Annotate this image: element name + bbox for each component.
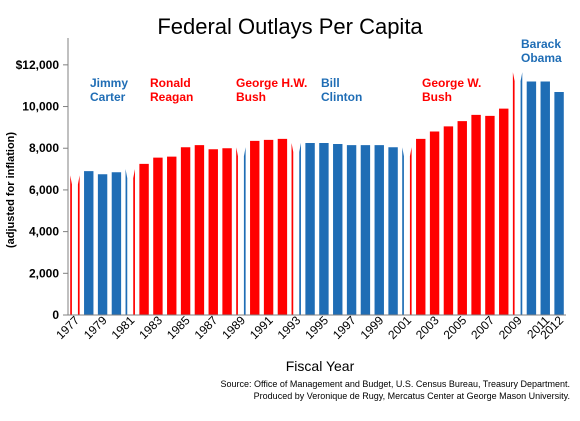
plot-area: 02,0004,0006,0008,00010,000$12,000197719… [16,37,567,342]
bar-1998 [360,145,371,315]
president-label-1: George W. [422,76,481,90]
y-tick-label: $12,000 [16,58,60,72]
president-label-1: Barack [521,37,561,51]
bar-1987 [208,149,218,315]
bar-2008 [499,108,509,315]
bar-1989-part-2 [243,147,246,315]
bar-1980 [111,172,122,315]
x-tick-label: 1999 [358,313,387,342]
x-tick-label: 1985 [164,313,193,342]
bar-2005 [457,121,467,315]
bar-1982 [139,163,149,315]
x-tick-label: 1991 [247,313,276,342]
x-tick-label: 1979 [81,313,110,342]
bar-2009-part-2 [520,72,523,316]
bar-2011 [540,81,550,316]
bar-1988 [222,148,232,315]
bar-1997 [346,145,357,315]
president-label-2: Carter [90,90,126,104]
x-tick-label: 1987 [192,313,221,342]
bar-1985 [180,147,191,315]
president-label-2: Bush [422,90,452,104]
bar-2009 [512,72,515,316]
x-tick-label: 2003 [413,313,442,342]
bar-2007 [485,115,495,316]
bar-1977 [70,175,72,315]
bar-1977-part-2 [77,175,80,315]
x-tick-label: 1981 [109,313,138,342]
bar-1981 [125,169,128,315]
y-tick-label: 6,000 [29,183,59,197]
bar-2010 [526,81,537,316]
bar-2001-part-2 [409,147,412,315]
x-tick-label: 1993 [275,313,304,342]
chart-title: Federal Outlays Per Capita [157,14,423,39]
y-tick-label: 2,000 [29,266,59,280]
x-tick-label: 1997 [330,313,359,342]
bar-1993 [291,143,294,315]
x-tick-label: 2001 [385,313,414,342]
bar-1990 [250,140,260,315]
president-label-1: Ronald [150,76,191,90]
source-note-line-2: Produced by Veronique de Rugy, Mercatus … [254,391,570,401]
y-tick-label: 8,000 [29,141,59,155]
y-tick-label: 0 [52,308,59,322]
x-tick-label: 1995 [302,313,331,342]
y-axis-label: (adjusted for inflation) [5,132,17,248]
x-tick-label: 2005 [441,313,470,342]
bar-2002 [416,138,426,315]
president-label-2: Bush [236,90,266,104]
x-tick-label: 1989 [219,313,248,342]
bar-2001 [402,147,404,315]
x-axis-label: Fiscal Year [286,358,355,374]
president-label-2: Obama [521,51,562,65]
bar-1983 [153,157,163,315]
bar-2000 [388,147,398,315]
bar-1986 [194,145,205,315]
bar-1992 [277,138,288,315]
bar-2004 [443,126,454,315]
bar-1981-part-2 [133,169,135,315]
bar-2003 [429,131,440,315]
bar-1993-part-2 [299,143,301,315]
y-tick-label: 10,000 [22,100,59,114]
bar-2012 [554,91,564,315]
bar-1991 [263,139,274,315]
bar-1999 [374,145,384,315]
president-label-2: Clinton [321,90,362,104]
bar-1994 [305,143,315,315]
y-tick-label: 4,000 [29,225,59,239]
bar-2006 [471,114,481,315]
x-tick-label: 2009 [496,313,525,342]
x-tick-label: 2007 [468,313,497,342]
president-label-1: Bill [321,76,340,90]
bar-1989 [236,147,238,315]
president-label-2: Reagan [150,90,193,104]
president-label-1: George H.W. [236,76,307,90]
president-label-1: Jimmy [90,76,128,90]
bar-1984 [167,156,177,315]
bar-1996 [333,144,343,315]
source-note-line-1: Source: Office of Management and Budget,… [220,379,570,389]
bar-1978 [84,171,94,315]
bar-1995 [319,143,329,315]
x-tick-label: 1983 [136,313,165,342]
bar-1979 [97,174,108,315]
